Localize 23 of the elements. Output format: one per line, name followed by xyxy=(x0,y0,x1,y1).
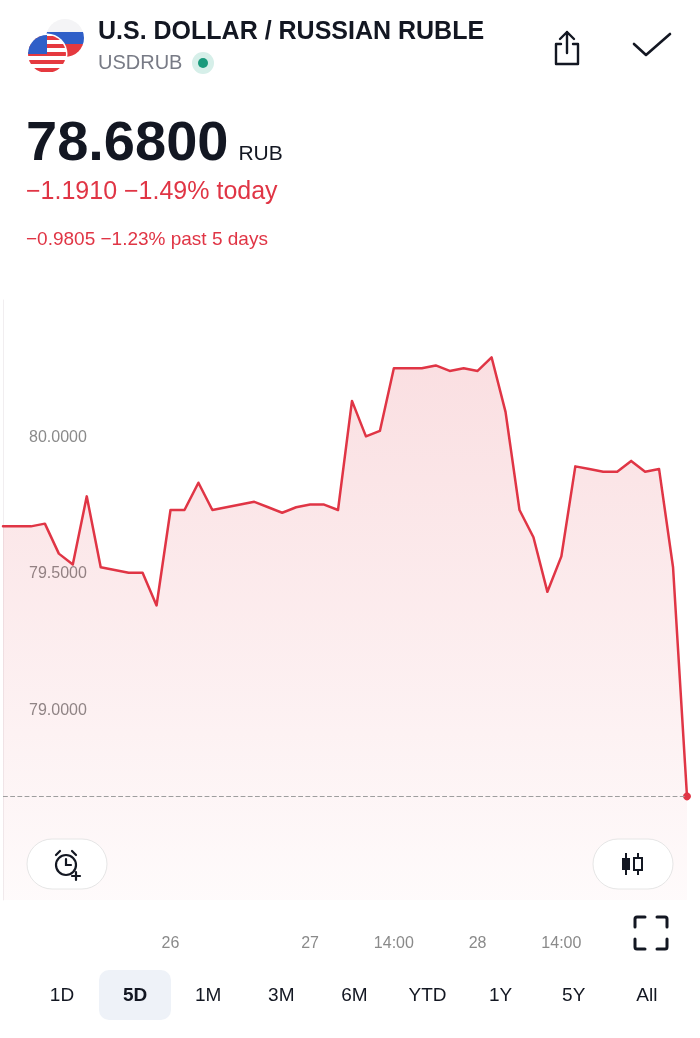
text: 6M xyxy=(340,983,369,1007)
x-tick-label: 14:00 xyxy=(541,933,582,951)
chart-title: U.S. DOLLAR / RUSSIAN RUBLE xyxy=(98,16,485,45)
x-tick-label: 14:00 xyxy=(373,933,414,951)
text: 1D xyxy=(48,983,76,1007)
y-tick-label: 80.0000 xyxy=(29,427,87,445)
x-tick-label: 27 xyxy=(301,933,320,951)
text: 1M xyxy=(194,983,223,1007)
y-tick-label: 79.5000 xyxy=(29,564,87,582)
text: −0.9805 −1.23% past 5 days xyxy=(26,228,268,250)
text: YTD xyxy=(407,983,448,1007)
text: RUB xyxy=(238,141,283,165)
x-tick-label: 26 xyxy=(161,933,180,951)
chart-subtitle: USDRUB xyxy=(98,51,183,74)
text: All xyxy=(635,983,659,1007)
text: −1.1910 −1.49% today xyxy=(26,176,278,205)
text: 5D xyxy=(99,970,172,1020)
x-tick-label: 28 xyxy=(468,933,487,951)
text: 5Y xyxy=(561,983,587,1007)
text: 3M xyxy=(267,983,296,1007)
text: 1Y xyxy=(487,983,514,1007)
y-tick-label: 79.0000 xyxy=(29,700,87,718)
text: 78.6800 xyxy=(26,108,229,173)
